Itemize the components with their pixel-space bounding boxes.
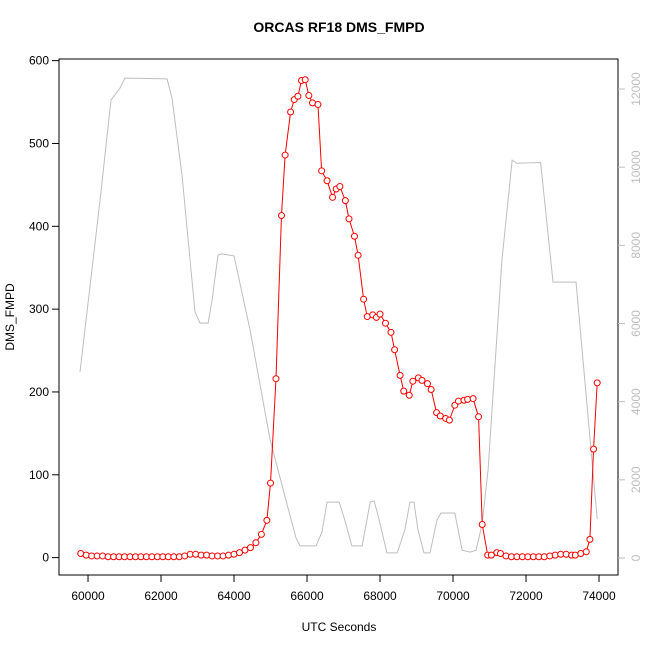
- y2-tick-label: 6000: [629, 310, 643, 337]
- y-tick-label: 0: [42, 551, 49, 565]
- data-point: [241, 546, 249, 554]
- data-point: [418, 376, 426, 384]
- data-point: [409, 377, 417, 385]
- y2-tick-label: 8000: [629, 232, 643, 259]
- data-point: [387, 328, 395, 336]
- data-point: [582, 548, 590, 556]
- y-tick-label: 200: [29, 385, 49, 399]
- y2-tick-label: 10000: [629, 150, 643, 184]
- data-point: [272, 375, 280, 383]
- data-point: [487, 551, 495, 559]
- x-tick-label: 60000: [71, 589, 105, 603]
- data-point: [478, 520, 486, 528]
- y2-tick-label: 4000: [629, 388, 643, 415]
- data-point: [405, 391, 413, 399]
- data-point: [246, 544, 254, 552]
- data-point: [376, 310, 384, 318]
- y-tick-label: 500: [29, 136, 49, 150]
- y-tick-label: 600: [29, 54, 49, 68]
- data-point: [360, 295, 368, 303]
- y-tick-label: 100: [29, 468, 49, 482]
- data-point: [496, 549, 504, 557]
- data-point: [445, 416, 453, 424]
- data-point: [252, 539, 260, 547]
- x-tick-label: 62000: [144, 589, 178, 603]
- data-point: [267, 479, 275, 487]
- data-point: [354, 251, 362, 259]
- x-tick-label: 72000: [509, 589, 543, 603]
- data-point: [305, 91, 313, 99]
- x-tick-label: 70000: [436, 589, 470, 603]
- y2-tick-label: 2000: [629, 466, 643, 493]
- data-point: [263, 516, 271, 524]
- data-point: [329, 193, 337, 201]
- data-point: [427, 385, 435, 393]
- data-point: [396, 371, 404, 379]
- data-point: [336, 183, 344, 191]
- data-point: [301, 76, 309, 84]
- data-point: [400, 387, 408, 395]
- data-point: [257, 530, 265, 538]
- y-axis-label: DMS_FMPD: [3, 283, 17, 351]
- x-tick-label: 66000: [290, 589, 324, 603]
- data-point: [350, 232, 358, 240]
- data-point: [345, 215, 353, 223]
- data-point: [423, 380, 431, 388]
- data-point: [469, 395, 477, 403]
- data-point: [287, 108, 295, 116]
- data-point: [235, 549, 243, 557]
- y2-tick-label: 0: [629, 554, 643, 561]
- series-line: [79, 77, 598, 554]
- data-point: [341, 197, 349, 205]
- data-point: [590, 445, 598, 453]
- data-point: [586, 535, 594, 543]
- data-point: [323, 177, 331, 185]
- data-point: [318, 167, 326, 175]
- chart-title: ORCAS RF18 DMS_FMPD: [253, 19, 424, 35]
- data-point: [381, 319, 389, 327]
- data-point: [391, 346, 399, 354]
- data-point: [314, 101, 322, 109]
- data-point: [277, 212, 285, 220]
- x-tick-label: 68000: [363, 589, 397, 603]
- x-axis-label: UTC Seconds: [302, 620, 377, 634]
- data-point: [281, 151, 289, 159]
- y-tick-label: 300: [29, 302, 49, 316]
- x-tick-label: 64000: [217, 589, 251, 603]
- y-tick-label: 400: [29, 219, 49, 233]
- data-point: [436, 412, 444, 420]
- data-point: [294, 92, 302, 100]
- plot-box: [58, 58, 619, 576]
- y2-tick-label: 12000: [629, 72, 643, 106]
- data-point: [475, 413, 483, 421]
- x-tick-label: 74000: [582, 589, 616, 603]
- data-point: [593, 379, 601, 387]
